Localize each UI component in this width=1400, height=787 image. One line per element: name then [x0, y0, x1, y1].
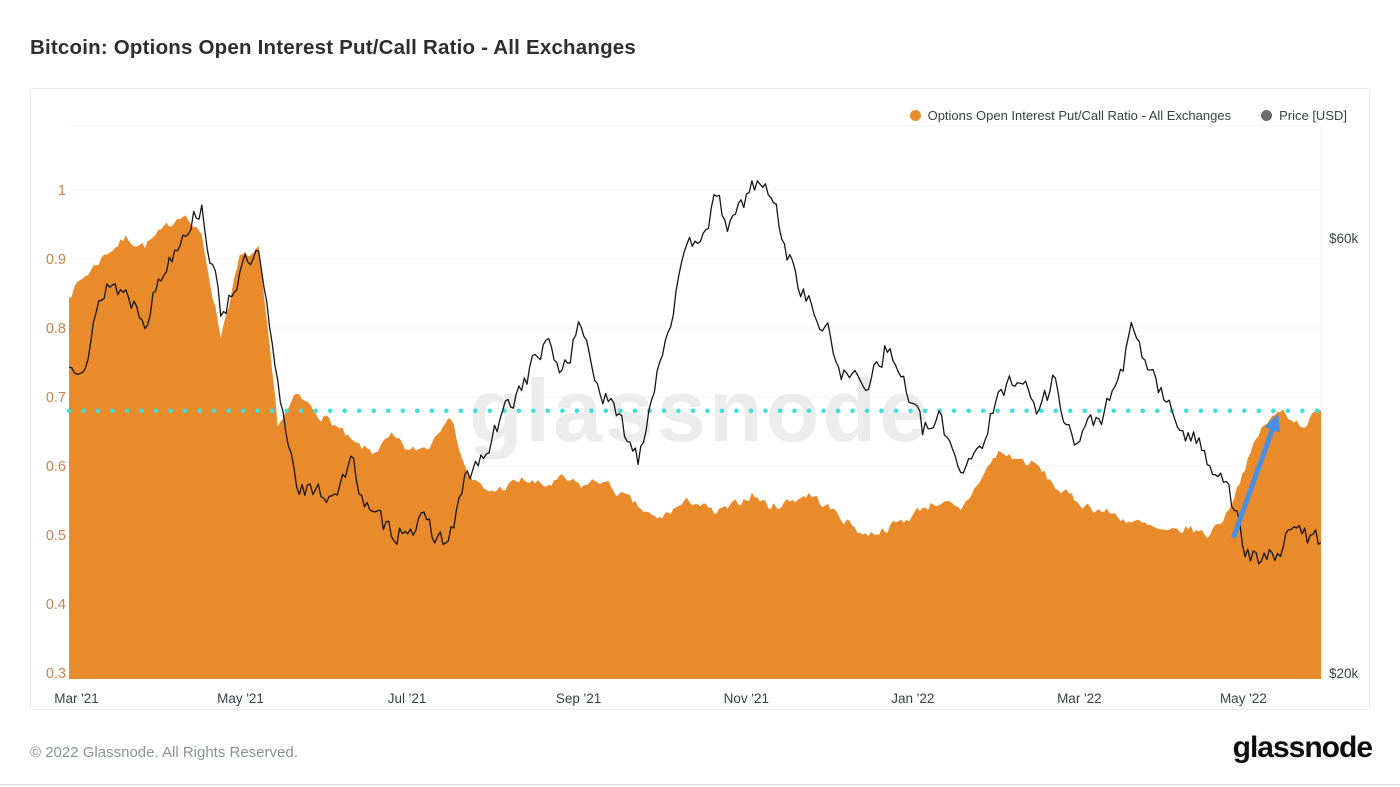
- chart-legend: Options Open Interest Put/Call Ratio - A…: [909, 108, 1347, 123]
- price-line: [69, 180, 1321, 565]
- legend-label: Options Open Interest Put/Call Ratio - A…: [927, 108, 1232, 123]
- x-axis-tick-label: Mar '22: [1057, 691, 1102, 706]
- price-axis-tick-label: $60k: [1329, 231, 1359, 246]
- x-axis-tick-label: May '21: [217, 691, 264, 706]
- copyright-text: © 2022 Glassnode. All Rights Reserved.: [30, 744, 298, 761]
- price-axis-tick-label: $20k: [1329, 666, 1359, 681]
- legend-dot-orange-icon: [909, 110, 921, 121]
- legend-label: Price [USD]: [1279, 108, 1347, 123]
- glassnode-logo: glassnode: [1232, 731, 1373, 764]
- bottom-divider: [0, 784, 1400, 785]
- y-axis-tick-label: 0.6: [46, 459, 66, 475]
- y-axis-tick-label: 0.8: [46, 321, 66, 337]
- below-divider: [0, 785, 1400, 787]
- legend-dot-gray-icon: [1261, 110, 1273, 121]
- y-axis-tick-label: 0.3: [46, 666, 66, 682]
- x-axis-tick-label: Sep '21: [556, 691, 601, 706]
- x-axis-tick-label: Nov '21: [724, 691, 769, 706]
- legend-item-price-usd[interactable]: Price [USD]: [1261, 108, 1347, 123]
- annotation-arrow-icon: [1231, 413, 1281, 539]
- legend-item-put-call-ratio[interactable]: Options Open Interest Put/Call Ratio - A…: [909, 108, 1232, 123]
- y-axis-tick-label: 0.9: [46, 252, 66, 268]
- x-axis-tick-label: May '22: [1220, 691, 1267, 706]
- x-axis-tick-label: Mar '21: [54, 691, 99, 706]
- page-title: Bitcoin: Options Open Interest Put/Call …: [30, 36, 637, 59]
- x-axis-tick-label: Jan '22: [891, 691, 934, 706]
- y-axis-tick-label: 0.5: [46, 528, 66, 544]
- y-axis-tick-label: 1: [58, 183, 66, 199]
- put-call-ratio-area: [69, 215, 1321, 679]
- y-axis-tick-label: 0.4: [46, 597, 66, 613]
- y-axis-tick-label: 0.7: [46, 390, 66, 406]
- chart-canvas[interactable]: [31, 89, 1371, 711]
- chart-panel: 1 0.9 0.8 0.7 0.6 0.5 0.4 0.3 $60k $20k Mar '21 May…: [30, 88, 1370, 710]
- x-axis-tick-label: Jul '21: [388, 691, 427, 706]
